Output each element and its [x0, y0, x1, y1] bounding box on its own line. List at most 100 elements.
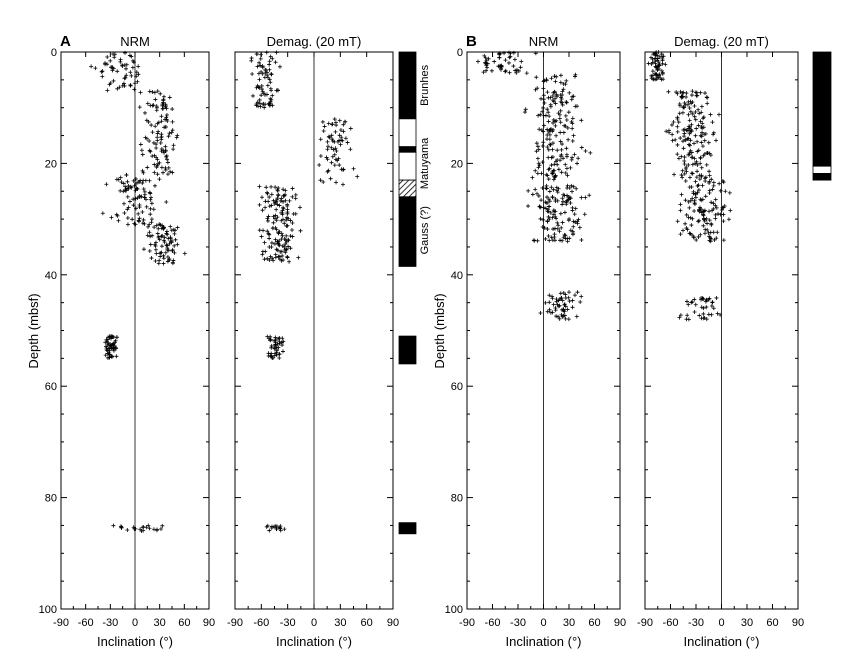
data-point [722, 204, 727, 209]
data-point [683, 166, 688, 171]
data-point [169, 240, 174, 245]
data-point [714, 295, 719, 300]
data-point [125, 216, 130, 221]
data-point [562, 123, 567, 128]
data-point [261, 91, 266, 96]
data-point [270, 226, 275, 231]
polarity-block-black [398, 335, 417, 365]
data-point [155, 172, 160, 177]
data-point [165, 160, 170, 165]
data-point [334, 148, 339, 153]
data-point [700, 126, 705, 131]
data-point [687, 175, 692, 180]
data-point [686, 99, 691, 104]
data-point [149, 123, 154, 128]
data-point [257, 202, 262, 207]
data-point [675, 124, 680, 129]
x-tick-label: -60 [78, 617, 94, 629]
data-point [164, 243, 169, 248]
data-point [137, 193, 142, 198]
data-point [166, 165, 171, 170]
data-point [543, 300, 548, 305]
data-point [256, 71, 261, 76]
data-point [540, 185, 545, 190]
data-point [171, 143, 176, 148]
data-point [160, 106, 165, 111]
data-point [123, 75, 128, 80]
data-point [701, 311, 706, 316]
data-point [538, 112, 543, 117]
data-point [548, 142, 553, 147]
data-point [159, 137, 164, 142]
data-point [698, 156, 703, 161]
data-point [713, 216, 718, 221]
data-point [265, 256, 270, 261]
data-point [552, 209, 557, 214]
data-point [164, 153, 169, 158]
data-point [690, 196, 695, 201]
data-point [274, 88, 279, 93]
data-point [701, 153, 706, 158]
data-point [172, 231, 177, 236]
data-point [288, 218, 293, 223]
data-point [277, 203, 282, 208]
data-point [140, 152, 145, 157]
data-point [567, 90, 572, 95]
data-point [159, 146, 164, 151]
data-point [690, 299, 695, 304]
data-point [659, 68, 664, 73]
data-point [137, 105, 142, 110]
data-point [112, 344, 117, 349]
data-point [151, 140, 156, 145]
data-point [105, 348, 110, 353]
data-point [695, 162, 700, 167]
data-point [138, 142, 143, 147]
data-point [161, 253, 166, 258]
data-point [502, 51, 507, 56]
data-point [558, 80, 563, 85]
data-point [265, 523, 270, 528]
data-point [714, 236, 719, 241]
data-point [555, 148, 560, 153]
data-point [330, 154, 335, 159]
data-point [149, 195, 154, 200]
data-point [560, 142, 565, 147]
data-point [570, 298, 575, 303]
data-point [147, 148, 152, 153]
data-point [727, 190, 732, 195]
data-point [513, 68, 518, 73]
data-point [709, 221, 714, 226]
data-point [693, 302, 698, 307]
data-point [124, 66, 129, 71]
data-point [163, 165, 168, 170]
data-point [161, 97, 166, 102]
data-point [701, 116, 706, 121]
data-point [560, 314, 565, 319]
data-point [100, 74, 105, 79]
data-point [267, 244, 272, 249]
data-point [689, 155, 694, 160]
data-point [551, 187, 556, 192]
data-point [711, 180, 716, 185]
data-point [156, 129, 161, 134]
data-point [697, 111, 702, 116]
data-point [272, 241, 277, 246]
data-point [694, 175, 699, 180]
data-point [332, 152, 337, 157]
data-point [693, 109, 698, 114]
data-point [692, 114, 697, 119]
data-point [678, 136, 683, 141]
data-point [541, 86, 546, 91]
data-point [276, 185, 281, 190]
data-point [285, 207, 290, 212]
data-point [147, 230, 152, 235]
data-point [688, 138, 693, 143]
data-point [290, 186, 295, 191]
data-point [284, 247, 289, 252]
data-point [707, 151, 712, 156]
data-point [689, 122, 694, 127]
data-point [123, 50, 128, 55]
data-point [320, 119, 325, 124]
data-point [726, 217, 731, 222]
data-point [689, 223, 694, 228]
